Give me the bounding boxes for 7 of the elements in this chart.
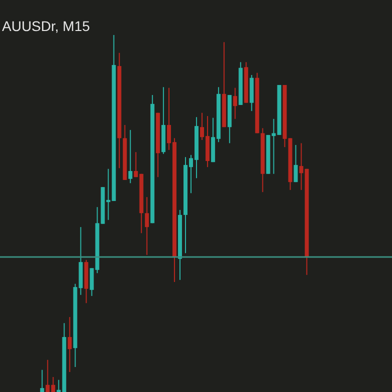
candlestick — [294, 144, 298, 183]
candlestick — [233, 87, 238, 120]
candlestick — [40, 369, 44, 392]
candlestick — [68, 316, 72, 373]
chart-title: AUUSDr, M15 — [2, 18, 90, 34]
candlestick — [144, 196, 149, 256]
candlestick — [128, 129, 132, 184]
